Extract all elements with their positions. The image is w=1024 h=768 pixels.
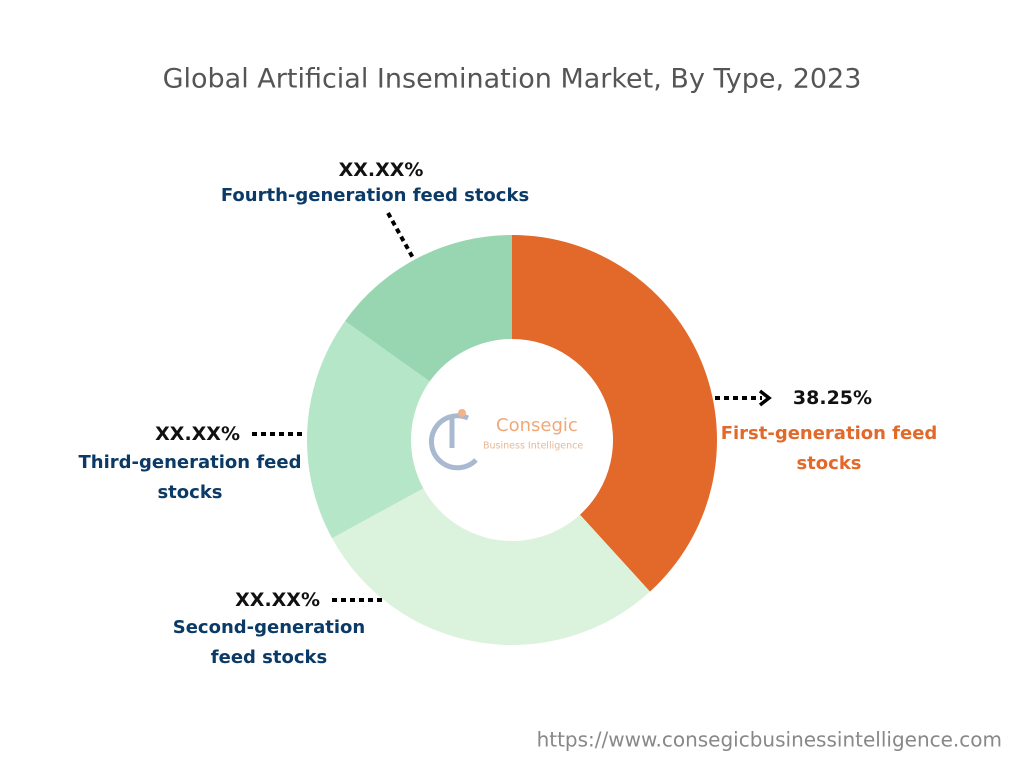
footer-url: https://www.consegicbusinessintelligence… <box>537 728 1002 752</box>
category-label: Third-generation feed stocks <box>78 452 302 503</box>
donut-slice <box>307 321 430 539</box>
logo-name: Consegic <box>496 415 578 436</box>
logo-tagline: Business Intelligence <box>483 441 583 452</box>
connectors <box>252 212 772 602</box>
value-label: XX.XX% <box>338 159 424 181</box>
category-label: Second-generation feed stocks <box>172 617 366 668</box>
donut-slice <box>512 235 718 592</box>
arrow-head <box>758 389 772 407</box>
value-label: XX.XX% <box>155 423 240 445</box>
logo: Consegic Business Intelligence <box>429 409 583 471</box>
connector <box>386 212 415 259</box>
logo-icon <box>458 409 466 417</box>
value-label: XX.XX% <box>235 589 320 611</box>
logo-icon <box>429 413 478 471</box>
donut <box>307 234 718 646</box>
donut-slice <box>345 234 512 382</box>
donut-slice <box>332 488 650 646</box>
category-label: Fourth-generation feed stocks <box>220 185 530 206</box>
category-label: First-generation feed stocks <box>720 423 938 474</box>
value-label: 38.25% <box>792 387 873 409</box>
chart-title: Global Artificial Insemination Market, B… <box>163 64 862 95</box>
